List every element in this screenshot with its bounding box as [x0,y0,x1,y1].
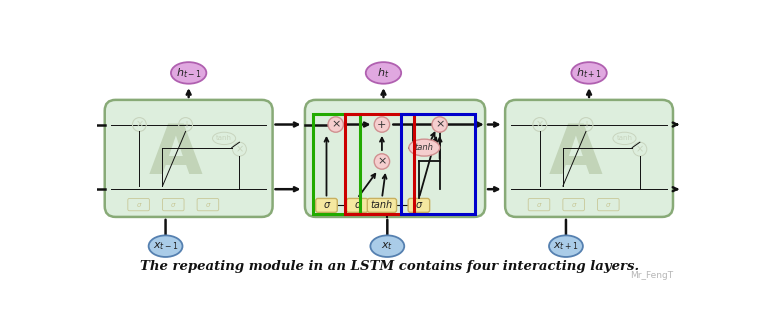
Text: A: A [148,122,202,189]
Text: $h_{t-1}$: $h_{t-1}$ [176,66,202,80]
Text: σ: σ [416,200,422,210]
Bar [401,114,475,214]
Text: +: + [377,120,387,130]
Text: tanh: tanh [616,135,632,141]
Text: ×: × [331,120,340,130]
Text: tanh: tanh [371,200,393,210]
Text: Mr_FengT: Mr_FengT [630,271,673,280]
FancyBboxPatch shape [316,198,337,212]
Bar [345,114,414,214]
Text: $h_{t+1}$: $h_{t+1}$ [576,66,602,80]
Circle shape [432,117,447,132]
Text: ×: × [235,144,244,154]
FancyBboxPatch shape [505,100,673,217]
Ellipse shape [366,62,401,84]
Text: ×: × [635,144,644,154]
Ellipse shape [371,235,404,257]
Text: tanh: tanh [415,143,434,152]
FancyBboxPatch shape [346,198,368,212]
Text: ×: × [435,120,444,130]
FancyBboxPatch shape [105,100,272,217]
Text: +: + [582,120,590,130]
Text: σ: σ [606,202,610,208]
Text: σ: σ [136,202,141,208]
Bar [313,114,361,214]
Text: σ: σ [323,200,330,210]
Circle shape [328,117,343,132]
Circle shape [374,117,390,132]
FancyBboxPatch shape [408,198,430,212]
FancyBboxPatch shape [368,198,396,212]
Text: $x_{t-1}$: $x_{t-1}$ [153,240,178,252]
Text: The repeating module in an LSTM contains four interacting layers.: The repeating module in an LSTM contains… [140,260,639,273]
Ellipse shape [148,235,183,257]
Ellipse shape [171,62,206,84]
Text: ×: × [536,120,544,130]
Text: σ: σ [537,202,541,208]
Text: ×: × [377,157,387,167]
Text: σ: σ [205,202,210,208]
Text: $x_{t+1}$: $x_{t+1}$ [553,240,579,252]
Ellipse shape [409,139,440,156]
Text: σ: σ [171,202,176,208]
Text: A: A [549,122,603,189]
Circle shape [374,154,390,169]
Text: σ: σ [354,200,361,210]
FancyBboxPatch shape [305,100,485,217]
Ellipse shape [572,62,607,84]
Text: $x_t$: $x_t$ [381,240,393,252]
Ellipse shape [549,235,583,257]
Text: tanh: tanh [216,135,232,141]
Text: $h_t$: $h_t$ [377,66,390,80]
Text: ×: × [135,120,143,130]
Text: σ: σ [572,202,576,208]
Text: +: + [182,120,189,130]
